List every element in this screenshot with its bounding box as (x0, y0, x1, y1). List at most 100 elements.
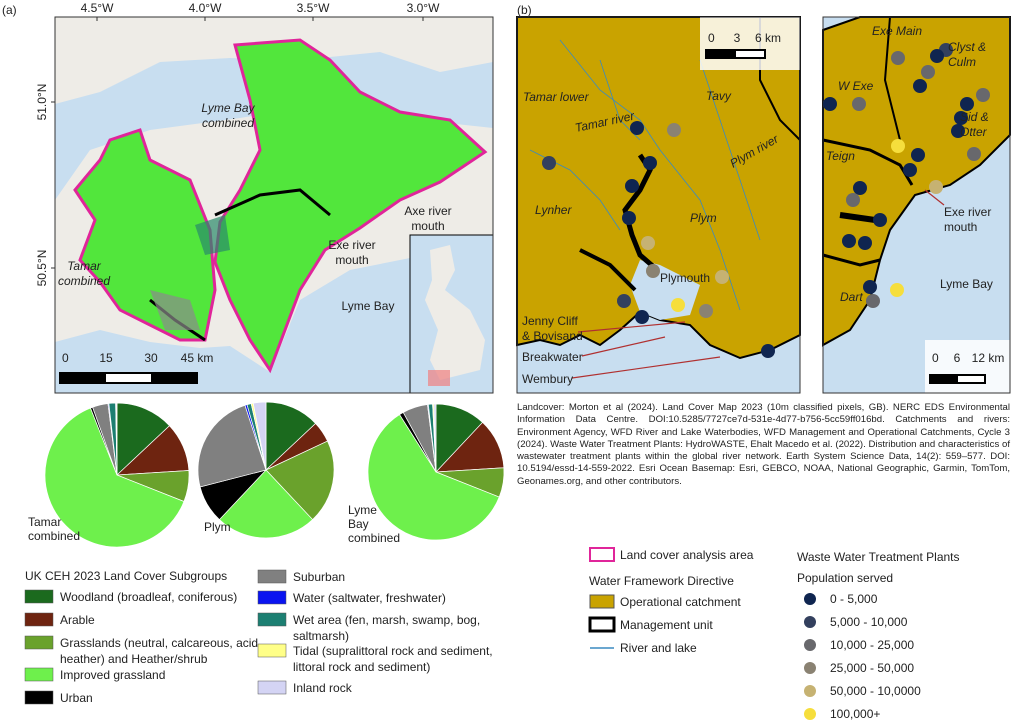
legend-label: Suburban (293, 570, 345, 584)
pie-slice (218, 469, 314, 539)
map-label: combined (202, 116, 254, 130)
scale-label: 12 km (972, 351, 1005, 365)
map-label: Breakwater (522, 350, 583, 364)
panel-label: (b) (517, 3, 532, 17)
wfd-legend (588, 547, 616, 649)
legend-swatch (257, 590, 287, 605)
legend-dot (804, 593, 816, 605)
map-label: Lynher (535, 203, 572, 217)
scale-label: 6 km (755, 31, 781, 45)
wwtp-dots (542, 121, 775, 358)
legend-label: heather) and Heather/shrub (60, 652, 208, 666)
map-label: Sid & (960, 110, 989, 124)
legend-dot (804, 662, 816, 674)
map-label: W Exe (838, 79, 874, 93)
legend-label: Improved grassland (60, 668, 165, 682)
lon-tick-label: 3.0°W (407, 1, 440, 15)
legend-swatch (24, 589, 54, 604)
map-label: Culm (948, 55, 976, 69)
pie-label: combined (348, 531, 400, 545)
scale-label: 0 (62, 351, 69, 365)
map-label: Lyme Bay (940, 277, 993, 291)
map-label: Otter (960, 125, 988, 139)
pie-slice (44, 407, 185, 548)
pie-slice (433, 403, 437, 473)
map-label: Jenny Cliff (522, 314, 578, 328)
legend-label: Urban (60, 691, 93, 705)
pie-label: combined (28, 529, 80, 543)
legend-dot (804, 616, 816, 628)
legend-label: Tidal (supralittoral rock and sediment, (293, 644, 493, 658)
lon-tick-label: 3.5°W (297, 1, 330, 15)
scale-label: 0 (932, 351, 939, 365)
pie-slice (265, 401, 317, 471)
scale-label: 3 (734, 31, 741, 45)
map-b-right (822, 16, 1011, 394)
pie-slice (367, 414, 500, 541)
scale-label: 30 (144, 351, 158, 365)
legend-label: 10,000 - 25,000 (830, 638, 914, 652)
map-label: Lyme Bay (342, 299, 395, 313)
legend-swatch (24, 612, 54, 627)
legend-label: Woodland (broadleaf, coniferous) (60, 590, 237, 604)
legend-label: 50,000 - 10,0000 (830, 684, 921, 698)
pie-slice (116, 402, 170, 476)
citation: Landcover: Morton et al (2024). Land Cov… (517, 402, 1010, 487)
pie-label: Plym (204, 520, 231, 534)
map-label: mouth (335, 253, 368, 267)
scale-label: 45 km (181, 351, 214, 365)
scale-label: 6 (954, 351, 961, 365)
legend-swatch (257, 680, 287, 695)
legend-label: littoral rock and sediment) (293, 660, 430, 674)
scale-label: 15 (99, 351, 113, 365)
map-label: mouth (944, 220, 977, 234)
map-label: Axe river (404, 204, 451, 218)
legend-label: 0 - 5,000 (830, 592, 878, 606)
pie-slice (252, 401, 267, 471)
map-label: Clyst & (948, 40, 986, 54)
legend-dot (804, 685, 816, 697)
pie-slice (265, 440, 335, 521)
map-label: Tavy (706, 89, 732, 103)
map-label: Plymouth (660, 271, 710, 285)
legend-swatch (24, 690, 54, 705)
legend-swatch (24, 667, 54, 682)
map-label: Plym (690, 211, 717, 225)
map-label: Tamar lower (523, 90, 590, 104)
lon-tick-label: 4.0°W (189, 1, 222, 15)
map-a (54, 16, 494, 394)
legend-swatch (257, 569, 287, 584)
map-b-left (516, 16, 801, 394)
map-label: Exe river (328, 238, 375, 252)
legend-label: Grasslands (neutral, calcareous, acid, (60, 636, 261, 650)
map-label: Wembury (522, 372, 573, 386)
legend-label: 100,000+ (830, 707, 880, 721)
legend-title: Water Framework Directive (589, 574, 734, 588)
legend-label: Arable (60, 613, 95, 627)
map-label: Tamar (67, 259, 102, 273)
lon-tick-label: 4.5°W (81, 1, 114, 15)
legend-label: Management unit (620, 618, 713, 632)
legend-dot (804, 708, 816, 720)
lat-tick-label: 51.0°N (35, 84, 49, 121)
legend-label: saltmarsh) (293, 629, 349, 643)
legend-swatch (257, 612, 287, 627)
pie-slice (197, 404, 267, 488)
legend-label: River and lake (620, 641, 697, 655)
legend-subtitle: Population served (797, 571, 893, 585)
legend-label: Operational catchment (620, 595, 741, 609)
map-label: Exe Main (872, 24, 922, 38)
legend-title: Waste Water Treatment Plants (797, 550, 960, 564)
wwtp-dots (823, 43, 990, 308)
map-label: Exe river (944, 205, 991, 219)
legend-swatch (257, 643, 287, 658)
lat-tick-label: 50.5°N (35, 250, 49, 287)
legend-label: 25,000 - 50,000 (830, 661, 914, 675)
legend-label: Water (saltwater, freshwater) (293, 591, 446, 605)
legend-label: Land cover analysis area (620, 548, 754, 562)
pie-label: Bay (348, 517, 369, 531)
legend-swatch (24, 635, 54, 650)
pie-label: Lyme (348, 503, 377, 517)
